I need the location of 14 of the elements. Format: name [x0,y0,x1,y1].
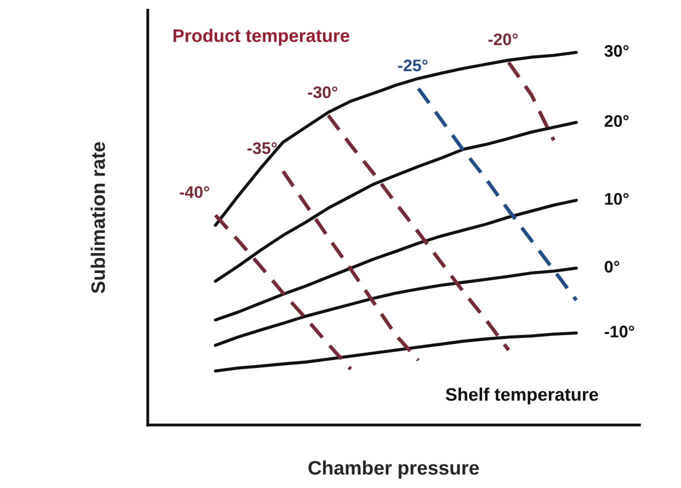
x-axis-title: Chamber pressure [308,460,479,479]
series-label: -25° [398,60,428,72]
series-label: -35° [247,142,277,154]
text: Product temperature [174,28,350,46]
y-axis-title: Sublimation rate [90,142,106,294]
series-label: -40° [180,186,210,198]
series-label: 30° [604,45,629,57]
series-label: 20° [604,115,629,127]
annotation: Shelf temperature [446,388,598,404]
series-label: 0° [604,260,620,273]
series-label: -10° [604,326,634,338]
series-label: -20° [488,33,518,46]
series-label: -30° [308,86,338,98]
series-label: 10° [605,192,629,205]
